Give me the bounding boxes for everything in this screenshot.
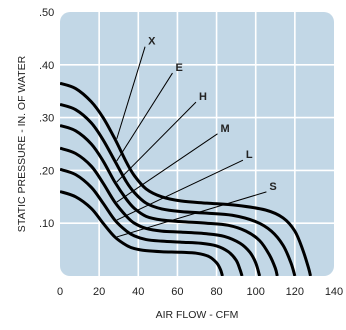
leader-line-h bbox=[116, 101, 197, 183]
y-tick-label: .20 bbox=[39, 165, 54, 177]
x-tick-labels: 0 20 40 60 80 100 120 140 bbox=[57, 286, 343, 298]
leader-line-l bbox=[116, 159, 244, 221]
series-line-x bbox=[60, 81, 312, 276]
y-tick-label: .10 bbox=[39, 218, 54, 230]
series-line-h bbox=[60, 124, 279, 276]
series-label-h: H bbox=[199, 91, 207, 103]
x-tick-label: 0 bbox=[57, 286, 63, 298]
x-tick-label: 40 bbox=[132, 286, 144, 298]
series-line-l bbox=[60, 167, 244, 276]
y-tick-label: .30 bbox=[39, 113, 54, 125]
x-tick-label: 80 bbox=[210, 286, 222, 298]
x-tick-label: 140 bbox=[325, 286, 343, 298]
y-tick-label: .50 bbox=[39, 7, 54, 19]
grid-lines bbox=[60, 12, 334, 276]
leader-line-x bbox=[116, 46, 146, 139]
series-label-s: S bbox=[269, 181, 276, 193]
series-label-l: L bbox=[246, 149, 253, 161]
series-line-s bbox=[60, 190, 224, 276]
leader-line-s bbox=[116, 191, 267, 238]
series-lines bbox=[60, 81, 312, 276]
leader-lines bbox=[116, 46, 267, 238]
series-label-x: X bbox=[148, 36, 156, 48]
plot-background bbox=[60, 12, 334, 276]
y-tick-label: .40 bbox=[39, 60, 54, 72]
x-axis-title: AIR FLOW - CFM bbox=[156, 309, 239, 321]
leader-line-e bbox=[116, 72, 173, 162]
leader-line-m bbox=[116, 133, 218, 203]
x-tick-label: 120 bbox=[286, 286, 304, 298]
x-tick-label: 20 bbox=[93, 286, 105, 298]
x-tick-label: 60 bbox=[171, 286, 183, 298]
series-labels: X E H M L S bbox=[148, 36, 277, 193]
x-tick-label: 100 bbox=[247, 286, 265, 298]
y-axis-title: STATIC PRESSURE - IN. OF WATER bbox=[16, 55, 28, 232]
y-tick-labels: .10 .20 .30 .40 .50 bbox=[39, 7, 54, 230]
series-label-m: M bbox=[220, 123, 229, 135]
series-line-m bbox=[60, 146, 262, 276]
plot-area bbox=[60, 12, 334, 276]
series-label-e: E bbox=[175, 62, 182, 74]
series-line-e bbox=[60, 102, 297, 276]
